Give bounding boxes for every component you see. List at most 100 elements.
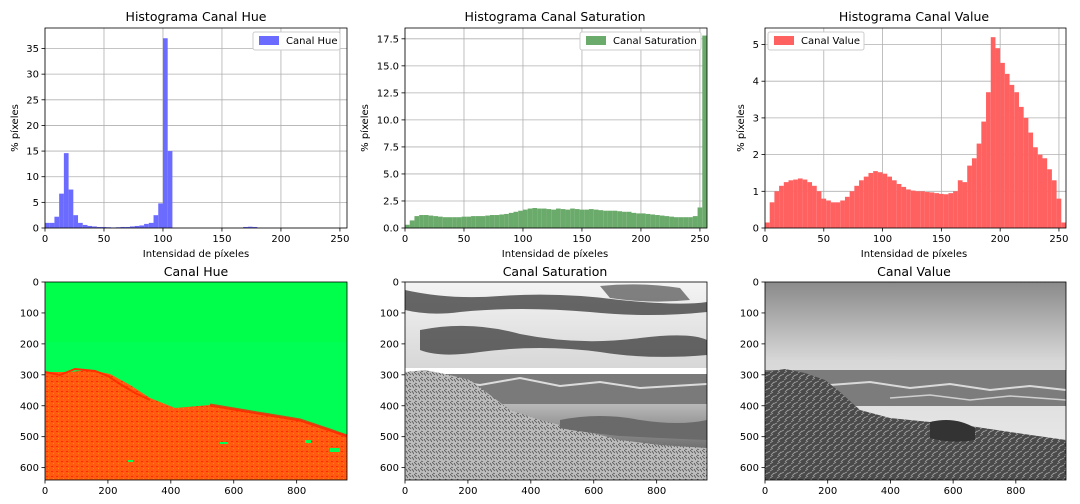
x-tick-label: 150 [212,234,231,245]
hist-hue-panel: Histograma Canal Hue 0 50 100 150 200 250 0 5 10… [9,9,349,260]
histogram-bar [1028,132,1034,228]
histogram-bar [788,180,794,228]
histogram-bar [891,180,897,228]
histogram-bar [948,193,954,228]
y-tick-label: 0 [33,278,39,289]
histogram-bar [863,176,869,228]
x-tick-label: 0 [42,234,48,245]
chart-title: Histograma Canal Value [839,9,990,24]
histogram-bar [1009,84,1015,228]
histogram-bar [480,216,486,228]
histogram-bar [522,209,528,228]
y-tick-label: 3 [753,113,759,124]
y-tick-label: 0 [33,224,39,235]
histogram-bar [901,186,907,228]
y-tick-label: 300 [20,370,39,381]
image-frame [764,281,1067,481]
x-tick-label: 400 [881,486,900,497]
y-tick-label: 10 [26,172,39,183]
histogram-bar [537,208,542,228]
y-tick-label: 400 [740,401,759,412]
y-tick-label: 400 [380,401,399,412]
y-tick-label: 20 [26,121,39,132]
histogram-bar [494,215,500,228]
histogram-bar [645,213,651,228]
histogram-bar [967,165,972,228]
histogram-bar [1000,62,1005,229]
histogram-bar [485,215,490,228]
legend-swatch [586,36,606,45]
histogram-bar [129,226,135,228]
histogram-bar [243,226,248,228]
histogram-bar [920,191,925,228]
histogram-bar [153,215,159,228]
histogram-bar [518,210,523,228]
y-tick-label: 0 [753,224,759,235]
histogram-bar [1004,73,1010,229]
y-axis-label: % píxeles [735,104,747,152]
legend-swatch [259,36,279,45]
histogram-bar [461,216,467,228]
x-tick-label: 0 [402,234,408,245]
histogram-bar [821,198,827,228]
histogram-bar [433,216,439,228]
histogram-bar [167,151,173,228]
x-tick-label: 200 [631,234,650,245]
hist-value-panel: Histograma Canal Value 0 50 100 150 200 250 0 1… [735,9,1068,260]
histogram-bar [957,180,963,228]
histogram-bar [636,213,641,228]
histogram-bar [844,196,850,228]
histogram-bar [655,215,660,228]
histogram-bar [934,193,940,228]
histogram-bar [471,216,476,228]
histogram-bar [779,185,784,228]
histogram-bar [812,185,817,228]
x-axis-label: Intensidad de píxeles [143,248,249,260]
histogram-bar [59,193,64,228]
y-tick-label: 300 [380,370,399,381]
histogram-bar [765,222,770,228]
histogram-bar [631,212,637,228]
y-tick-label: 600 [20,463,39,474]
histogram-bar [607,210,613,228]
histogram-bar [915,191,921,228]
histogram-bar [598,210,604,228]
histogram-bar [896,183,902,228]
histogram-bar [584,209,590,228]
histogram-bar [475,216,481,228]
histogram-bar [868,172,874,228]
x-tick-label: 100 [513,234,532,245]
x-tick-label: 400 [521,486,540,497]
x-axis-label: Intensidad de píxeles [861,248,967,260]
histogram-bar [54,216,60,228]
histogram-bar [849,191,855,228]
y-tick-label: 0 [393,278,399,289]
x-tick-label: 200 [271,234,290,245]
y-tick-label: 2 [753,150,759,161]
y-axis-label: % píxeles [359,104,371,152]
histogram-bar [414,216,420,228]
histogram-bar [664,216,670,228]
histogram-bar [986,92,991,228]
x-tick-label: 0 [42,486,48,497]
x-tick-label: 150 [932,234,951,245]
histogram-bar [1042,158,1048,228]
histogram-bar [148,222,154,228]
chart-title: Canal Hue [164,264,229,279]
histogram-bar [840,200,845,228]
legend: Canal Hue [252,31,341,51]
histogram-bar [692,216,698,228]
chart-title: Histograma Canal Saturation [464,9,645,24]
y-tick-label: 600 [740,463,759,474]
histogram-bar [877,172,883,228]
histogram-bar [774,191,780,228]
x-tick-label: 50 [98,234,111,245]
x-tick-label: 600 [224,486,243,497]
img-saturation-panel: Canal Saturation 0 200 400 600 800 0 100 200 300… [380,264,708,497]
histogram-bar [428,215,434,228]
histogram-bar [162,38,168,228]
x-tick-label: 200 [991,234,1010,245]
y-tick-label: 17.5 [377,34,399,45]
histogram-bar [1023,117,1029,228]
x-tick-label: 0 [402,486,408,497]
